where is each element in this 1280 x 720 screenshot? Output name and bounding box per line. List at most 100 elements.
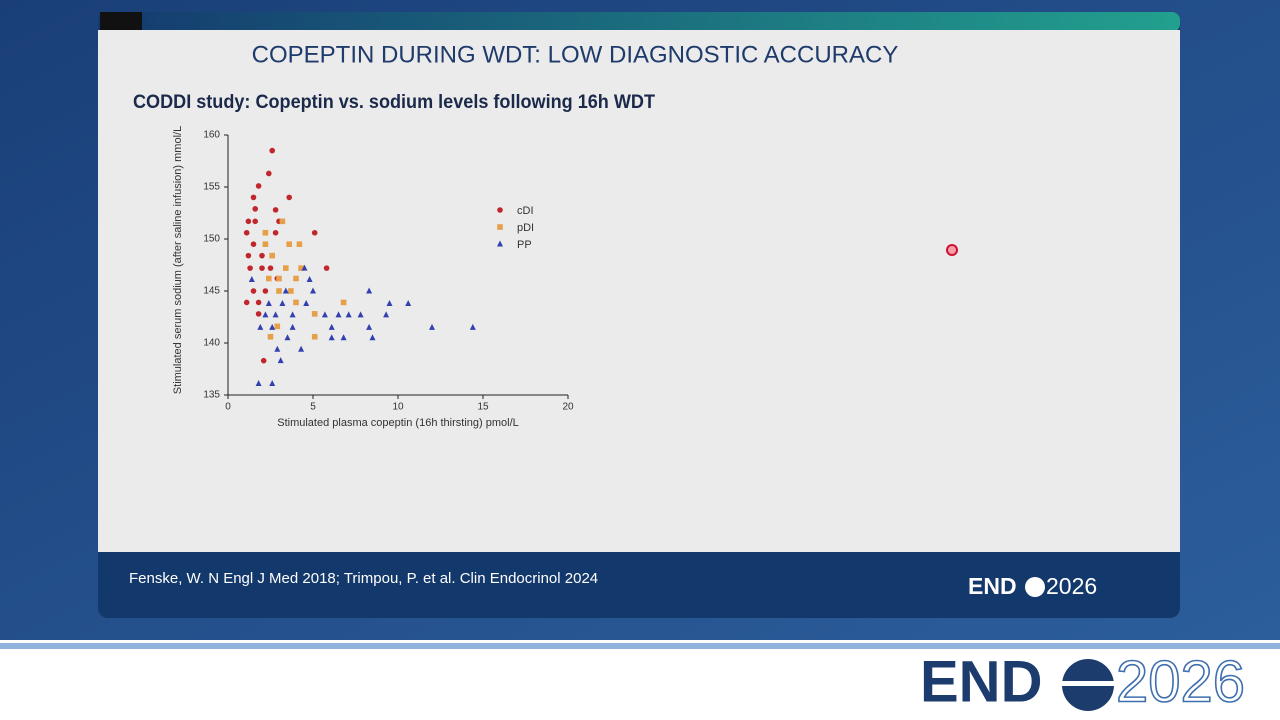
logo-left: END bbox=[968, 573, 1017, 599]
marker-circle bbox=[247, 265, 253, 271]
marker-triangle bbox=[272, 311, 279, 318]
marker-square bbox=[293, 299, 299, 306]
marker-triangle bbox=[328, 334, 335, 341]
slide-title: COPEPTIN DURING WDT: LOW DIAGNOSTIC ACCU… bbox=[252, 41, 899, 68]
marker-square bbox=[497, 224, 503, 230]
legend-label: pDI bbox=[517, 222, 534, 234]
logo-right: 2026 bbox=[1046, 573, 1097, 599]
marker-triangle bbox=[289, 311, 296, 318]
marker-triangle bbox=[357, 311, 364, 318]
marker-square bbox=[288, 288, 294, 294]
marker-circle bbox=[243, 299, 250, 306]
chart-title: CODDI study: Copeptin vs. sodium levels … bbox=[133, 92, 655, 113]
marker-circle bbox=[497, 207, 503, 213]
marker-triangle bbox=[366, 323, 373, 330]
marker-circle bbox=[259, 265, 265, 271]
y-tick-label: 135 bbox=[203, 390, 220, 401]
logo-globe bbox=[1025, 577, 1045, 597]
marker-triangle bbox=[265, 299, 272, 306]
marker-triangle bbox=[289, 323, 296, 330]
scatter-plot: 135 140 145 150 155 160 0 5 10 15 20 Stimulated pla… bbox=[172, 126, 574, 429]
y-tick-label: 150 bbox=[203, 234, 220, 245]
marker-square bbox=[262, 229, 269, 236]
marker-triangle bbox=[383, 311, 390, 318]
marker-circle bbox=[243, 229, 250, 236]
marker-triangle bbox=[257, 323, 264, 330]
marker-triangle bbox=[279, 299, 286, 306]
marker-triangle bbox=[340, 334, 347, 341]
marker-circle bbox=[272, 229, 279, 236]
x-tick-label: 0 bbox=[225, 402, 231, 413]
marker-circle bbox=[266, 170, 272, 177]
marker-square bbox=[266, 275, 272, 282]
marker-triangle bbox=[366, 287, 373, 294]
marker-square bbox=[262, 241, 269, 247]
marker-triangle bbox=[328, 323, 335, 330]
marker-square bbox=[279, 218, 286, 225]
cursor-dot bbox=[946, 244, 958, 256]
marker-circle bbox=[255, 299, 262, 306]
marker-circle bbox=[250, 288, 257, 294]
marker-square bbox=[296, 241, 303, 247]
marker-circle bbox=[245, 218, 252, 225]
marker-triangle bbox=[469, 323, 476, 330]
marker-square bbox=[274, 323, 281, 330]
y-tick-label: 145 bbox=[203, 286, 220, 297]
marker-circle bbox=[286, 194, 293, 201]
y-tick-label: 160 bbox=[203, 130, 220, 141]
marker-circle bbox=[259, 252, 265, 259]
marker-triangle bbox=[497, 240, 503, 247]
logo-right: 2026 bbox=[1116, 649, 1245, 714]
marker-circle bbox=[250, 194, 257, 201]
marker-square bbox=[283, 265, 289, 271]
top-bar-corner bbox=[100, 12, 142, 30]
logo-globe-band bbox=[1062, 681, 1114, 686]
marker-circle bbox=[323, 265, 330, 271]
marker-triangle bbox=[274, 345, 281, 352]
x-tick-label: 15 bbox=[477, 402, 489, 413]
slide-top-bar bbox=[98, 12, 1180, 32]
marker-triangle bbox=[345, 311, 352, 318]
y-tick-label: 155 bbox=[203, 182, 220, 193]
marker-triangle bbox=[386, 299, 393, 306]
x-tick-label: 10 bbox=[392, 402, 404, 413]
marker-circle bbox=[267, 265, 274, 271]
marker-circle bbox=[260, 357, 267, 364]
marker-triangle bbox=[310, 287, 316, 294]
marker-triangle bbox=[298, 345, 305, 352]
marker-triangle bbox=[277, 357, 284, 364]
marker-circle bbox=[252, 206, 258, 212]
legend-label: PP bbox=[517, 239, 532, 251]
marker-circle bbox=[269, 147, 276, 154]
marker-circle bbox=[272, 207, 279, 213]
marker-triangle bbox=[282, 287, 289, 294]
legend-label: cDI bbox=[517, 205, 534, 217]
marker-square bbox=[286, 241, 292, 247]
marker-circle bbox=[245, 252, 252, 259]
marker-triangle bbox=[335, 311, 342, 318]
marker-circle bbox=[250, 241, 257, 247]
marker-triangle bbox=[306, 276, 313, 283]
marker-triangle bbox=[429, 323, 435, 330]
marker-triangle bbox=[269, 380, 276, 387]
marker-circle bbox=[311, 229, 318, 236]
citation: Fenske, W. N Engl J Med 2018; Trimpou, P… bbox=[129, 570, 598, 587]
marker-square bbox=[311, 311, 318, 317]
marker-square bbox=[269, 252, 275, 259]
marker-triangle bbox=[269, 323, 276, 330]
marker-square bbox=[267, 333, 274, 340]
x-tick-label: 5 bbox=[310, 402, 316, 413]
marker-circle bbox=[255, 183, 262, 189]
footer-logo: END 2026 bbox=[968, 573, 1097, 599]
logo-left: END bbox=[920, 649, 1042, 714]
marker-circle bbox=[262, 288, 269, 294]
marker-triangle bbox=[262, 311, 269, 318]
y-tick-label: 140 bbox=[203, 338, 220, 349]
y-axis-label: Stimulated serum sodium (after saline in… bbox=[172, 126, 184, 394]
x-tick-label: 20 bbox=[562, 402, 574, 413]
marker-triangle bbox=[248, 276, 255, 283]
x-axis-label: Stimulated plasma copeptin (16h thirstin… bbox=[277, 417, 519, 429]
bottom-logo: END 2026 bbox=[920, 649, 1246, 716]
marker-circle bbox=[255, 311, 262, 317]
